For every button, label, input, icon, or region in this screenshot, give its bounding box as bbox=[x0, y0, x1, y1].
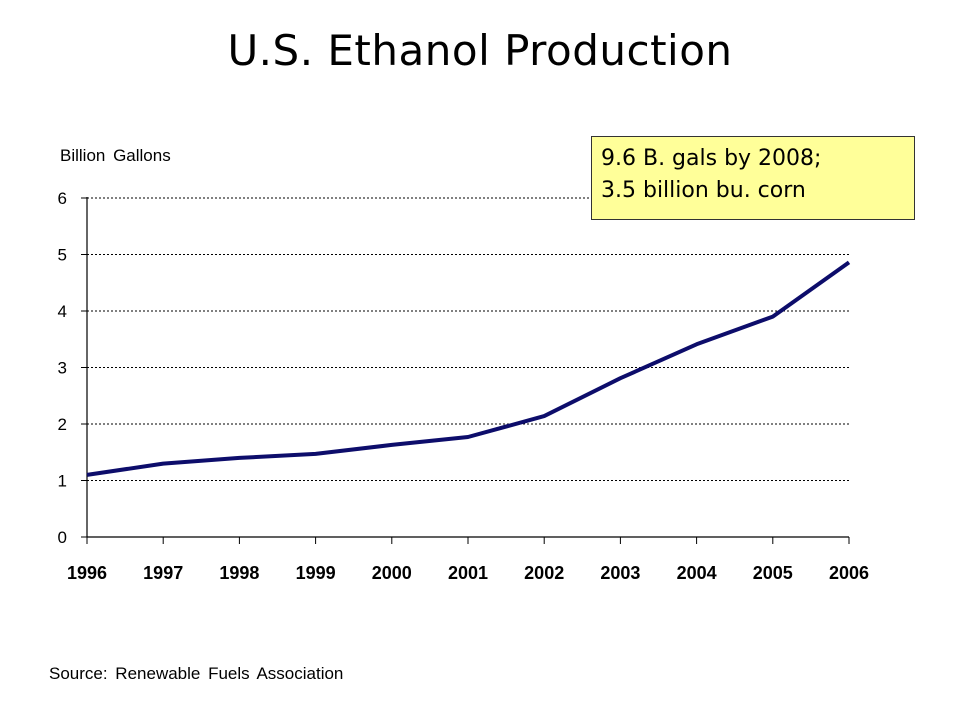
x-tick-label: 2001 bbox=[448, 563, 488, 583]
x-tick-label: 2000 bbox=[372, 563, 412, 583]
x-tick-label: 1998 bbox=[219, 563, 259, 583]
y-tick-label: 0 bbox=[58, 528, 67, 547]
x-tick-label: 2006 bbox=[829, 563, 869, 583]
x-tick-labels: 1996 1997 1998 1999 2000 2001 2002 2003 2004 2005… bbox=[67, 563, 869, 583]
y-tick-label: 2 bbox=[58, 415, 67, 434]
series bbox=[86, 260, 851, 477]
x-tick-label: 2002 bbox=[524, 563, 564, 583]
source-note: Source: Renewable Fuels Association bbox=[49, 664, 344, 683]
x-tick-label: 1997 bbox=[143, 563, 183, 583]
axes bbox=[81, 197, 850, 544]
y-tick-label: 3 bbox=[58, 359, 67, 378]
x-tick-label: 2003 bbox=[600, 563, 640, 583]
page-title: U.S. Ethanol Production bbox=[227, 26, 733, 75]
y-tick-label: 1 bbox=[58, 472, 67, 491]
series-line bbox=[86, 260, 851, 477]
y-tick-label: 6 bbox=[58, 189, 67, 208]
x-tick-label: 2004 bbox=[677, 563, 717, 583]
callout-line-1: 9.6 B. gals by 2008; bbox=[601, 146, 822, 171]
x-tick-label: 2005 bbox=[753, 563, 793, 583]
y-tick-label: 4 bbox=[58, 302, 67, 321]
callout-line-2: 3.5 billion bu. corn bbox=[601, 178, 806, 203]
annotation-callout: 9.6 B. gals by 2008; 3.5 billion bu. cor… bbox=[591, 136, 915, 220]
x-tick-label: 1999 bbox=[296, 563, 336, 583]
y-tick-label: 5 bbox=[58, 246, 67, 265]
x-tick-label: 1996 bbox=[67, 563, 107, 583]
gridlines bbox=[87, 197, 849, 481]
y-axis-unit-label: Billion Gallons bbox=[60, 146, 171, 165]
y-tick-labels: 0 1 2 3 4 5 6 bbox=[58, 189, 67, 547]
